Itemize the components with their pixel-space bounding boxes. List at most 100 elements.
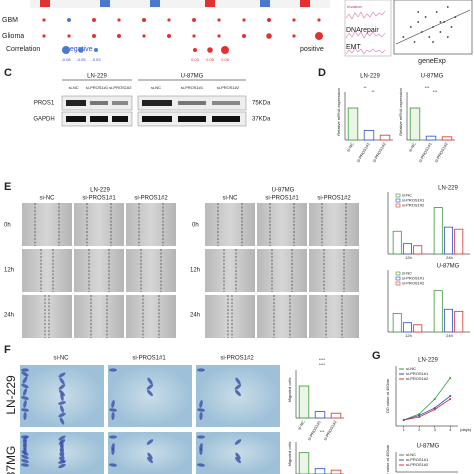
bar bbox=[413, 245, 423, 255]
correlation-dot bbox=[67, 34, 71, 38]
correlation-dot bbox=[317, 18, 321, 22]
x-axis-label: (days) bbox=[460, 427, 472, 432]
lane-label: si-PROS1#1 bbox=[181, 85, 204, 90]
cell-blob bbox=[197, 435, 205, 439]
wound-image bbox=[309, 249, 359, 292]
significance: *** bbox=[320, 429, 325, 434]
gsea-label: Invasion bbox=[347, 4, 362, 9]
bar bbox=[402, 322, 412, 333]
correlation-dot bbox=[242, 34, 246, 38]
cell-blob bbox=[21, 459, 29, 463]
cell-blob bbox=[58, 435, 66, 441]
scatter-point bbox=[402, 36, 405, 38]
cell-blob bbox=[146, 439, 154, 445]
cell-blob bbox=[21, 463, 29, 467]
correlation-dot bbox=[42, 34, 46, 38]
wound-image bbox=[126, 203, 176, 246]
cell-blob bbox=[23, 412, 27, 420]
x-tick-label: 24h bbox=[446, 255, 453, 260]
top-heatmap bbox=[30, 0, 330, 8]
scatter-point bbox=[428, 36, 431, 38]
lane-label: si-NC bbox=[69, 85, 79, 90]
cell-blob bbox=[235, 452, 241, 460]
legend-scale-label: 0.03 bbox=[191, 57, 200, 62]
panel-label: C bbox=[4, 67, 12, 79]
correlation-dot bbox=[192, 34, 196, 38]
y-axis-label: Relative mRNA expression bbox=[336, 88, 341, 136]
legend-label: si-PROS1#1 bbox=[402, 198, 425, 203]
legend-scale-label: -0.08 bbox=[61, 57, 71, 62]
protein-label: GAPDH bbox=[33, 117, 54, 123]
cell-blob bbox=[109, 408, 117, 412]
wound-image bbox=[205, 295, 255, 338]
cell-blob bbox=[58, 412, 66, 418]
gsea-panel bbox=[344, 0, 392, 57]
legend-label: si-PROS1#2 bbox=[406, 462, 429, 467]
bar bbox=[433, 290, 443, 333]
bar bbox=[379, 134, 391, 141]
panel-label: F bbox=[4, 344, 11, 356]
scatter-point bbox=[417, 11, 420, 13]
cell-blob bbox=[111, 443, 115, 451]
row-label: 24h bbox=[4, 313, 14, 319]
cell-blob bbox=[58, 460, 66, 464]
scatter-point bbox=[432, 26, 434, 28]
cell-label: 87MG bbox=[4, 446, 18, 474]
cell-blob bbox=[147, 377, 153, 385]
correlation-dot bbox=[292, 18, 296, 22]
cell-blob bbox=[59, 452, 65, 460]
correlation-dot bbox=[242, 18, 246, 22]
scatter-point bbox=[439, 21, 442, 23]
legend-dot bbox=[94, 48, 98, 52]
bar bbox=[392, 230, 402, 255]
scatter-point bbox=[417, 21, 420, 23]
point bbox=[402, 419, 405, 421]
row-label: Glioma bbox=[2, 33, 24, 40]
legend-label: si-NC bbox=[402, 193, 412, 198]
legend-scale-label: 0.08 bbox=[221, 57, 230, 62]
cell-blob bbox=[234, 439, 242, 445]
legend-dot bbox=[207, 47, 213, 53]
scatter-point bbox=[450, 26, 453, 28]
cell-blob bbox=[59, 448, 65, 456]
bar bbox=[454, 228, 464, 255]
scatter-point bbox=[432, 41, 434, 43]
bar bbox=[443, 226, 453, 255]
gsea-label: EMT bbox=[346, 44, 362, 51]
cell-blob bbox=[111, 412, 115, 420]
bar bbox=[443, 308, 453, 333]
wound-image bbox=[309, 203, 359, 246]
correlation-dot bbox=[167, 34, 171, 38]
y-axis-label: Migrated cells bbox=[287, 442, 292, 467]
lane-label: si-PROS1#2 bbox=[217, 85, 240, 90]
chart-title: LN-229 bbox=[360, 74, 380, 80]
wound-image bbox=[309, 295, 359, 338]
scatter-point bbox=[413, 41, 416, 43]
legend-swatch bbox=[395, 198, 401, 203]
cell-blob bbox=[235, 456, 241, 464]
x-axis-label: geneExp bbox=[418, 58, 446, 65]
row-label: GBM bbox=[2, 17, 18, 24]
cell-blob bbox=[235, 377, 241, 385]
bar bbox=[363, 129, 375, 141]
point bbox=[433, 398, 436, 400]
scatter-point bbox=[435, 11, 438, 13]
cell-blob bbox=[146, 384, 154, 390]
cell-blob bbox=[21, 368, 29, 372]
cell-label: LN-229 bbox=[90, 188, 110, 194]
point bbox=[433, 407, 436, 409]
cell-blob bbox=[58, 401, 66, 405]
bar bbox=[433, 207, 443, 255]
transwell-image bbox=[108, 365, 192, 427]
line bbox=[403, 395, 451, 421]
legend-dot bbox=[221, 46, 229, 54]
cell-blob bbox=[23, 400, 27, 408]
bar bbox=[413, 324, 423, 333]
wound-image bbox=[257, 295, 307, 338]
cell-blob bbox=[58, 372, 66, 378]
column-label: si-PROS1#2 bbox=[317, 196, 351, 202]
legend-swatch bbox=[395, 271, 401, 276]
cell-blob bbox=[197, 463, 205, 467]
correlation-dot bbox=[42, 18, 46, 22]
